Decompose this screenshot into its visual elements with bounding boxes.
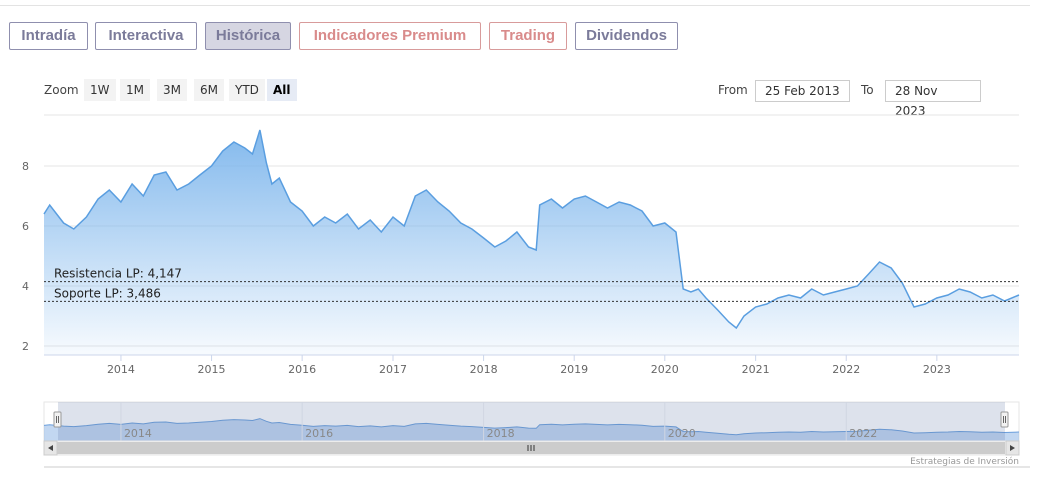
tab-historica[interactable]: Histórica bbox=[205, 22, 291, 50]
navigator-tick-label: 2016 bbox=[305, 427, 333, 440]
x-tick-label: 2022 bbox=[832, 363, 860, 376]
navigator-tick-label: 2020 bbox=[668, 427, 696, 440]
zoom-6m-button[interactable]: 6M bbox=[194, 79, 224, 101]
navigator-right-handle-body[interactable] bbox=[1000, 411, 1009, 428]
navigator-tick-label: 2018 bbox=[487, 427, 515, 440]
zoom-1w-button[interactable]: 1W bbox=[84, 79, 116, 101]
x-tick-label: 2023 bbox=[923, 363, 951, 376]
navigator-left-handle-body[interactable] bbox=[53, 411, 62, 428]
price-line bbox=[43, 129, 1020, 330]
zoom-label: Zoom bbox=[44, 83, 79, 97]
range-from-label: From bbox=[718, 83, 748, 97]
chart-credits: Estrategias de Inversión bbox=[910, 457, 1019, 467]
zoom-all-button[interactable]: All bbox=[267, 79, 297, 101]
zoom-ytd-button[interactable]: YTD bbox=[229, 79, 265, 101]
scroll-right-arrow-icon bbox=[1010, 445, 1015, 451]
x-tick-label: 2019 bbox=[560, 363, 588, 376]
tab-trading[interactable]: Trading bbox=[489, 22, 567, 50]
x-tick-label: 2017 bbox=[379, 363, 407, 376]
navigator-left-handle[interactable] bbox=[53, 411, 62, 428]
navigator-mask bbox=[58, 402, 1005, 441]
tab-dividendos[interactable]: Dividendos bbox=[575, 22, 678, 50]
tab-indicadores-premium[interactable]: Indicadores Premium bbox=[299, 22, 481, 50]
top-divider bbox=[0, 5, 1030, 6]
support-label: Soporte LP: 3,486 bbox=[54, 286, 161, 300]
x-tick-label: 2021 bbox=[742, 363, 770, 376]
x-tick-label: 2018 bbox=[470, 363, 498, 376]
navigator-line bbox=[43, 418, 1020, 436]
resistance-label: Resistencia LP: 4,147 bbox=[54, 267, 182, 281]
scroll-left-arrow-icon bbox=[48, 445, 53, 451]
x-tick-label: 2020 bbox=[651, 363, 679, 376]
tab-intradia[interactable]: Intradía bbox=[9, 22, 88, 50]
x-tick-label: 2014 bbox=[107, 363, 135, 376]
zoom-1m-button[interactable]: 1M bbox=[120, 79, 150, 101]
navigator-tick-label: 2022 bbox=[849, 427, 877, 440]
tab-interactiva[interactable]: Interactiva bbox=[95, 22, 197, 50]
y-tick-label: 8 bbox=[22, 160, 29, 173]
x-tick-label: 2016 bbox=[288, 363, 316, 376]
navigator-right-handle[interactable] bbox=[1000, 411, 1009, 428]
zoom-3m-button[interactable]: 3M bbox=[157, 79, 187, 101]
navigator-tick-label: 2014 bbox=[124, 427, 152, 440]
range-to-label: To bbox=[861, 83, 874, 97]
price-area bbox=[44, 130, 1019, 355]
y-tick-label: 2 bbox=[22, 340, 29, 353]
range-from-input[interactable]: 25 Feb 2013 bbox=[755, 80, 850, 102]
y-tick-label: 6 bbox=[22, 220, 29, 233]
x-tick-label: 2015 bbox=[198, 363, 226, 376]
y-tick-label: 4 bbox=[22, 280, 29, 293]
